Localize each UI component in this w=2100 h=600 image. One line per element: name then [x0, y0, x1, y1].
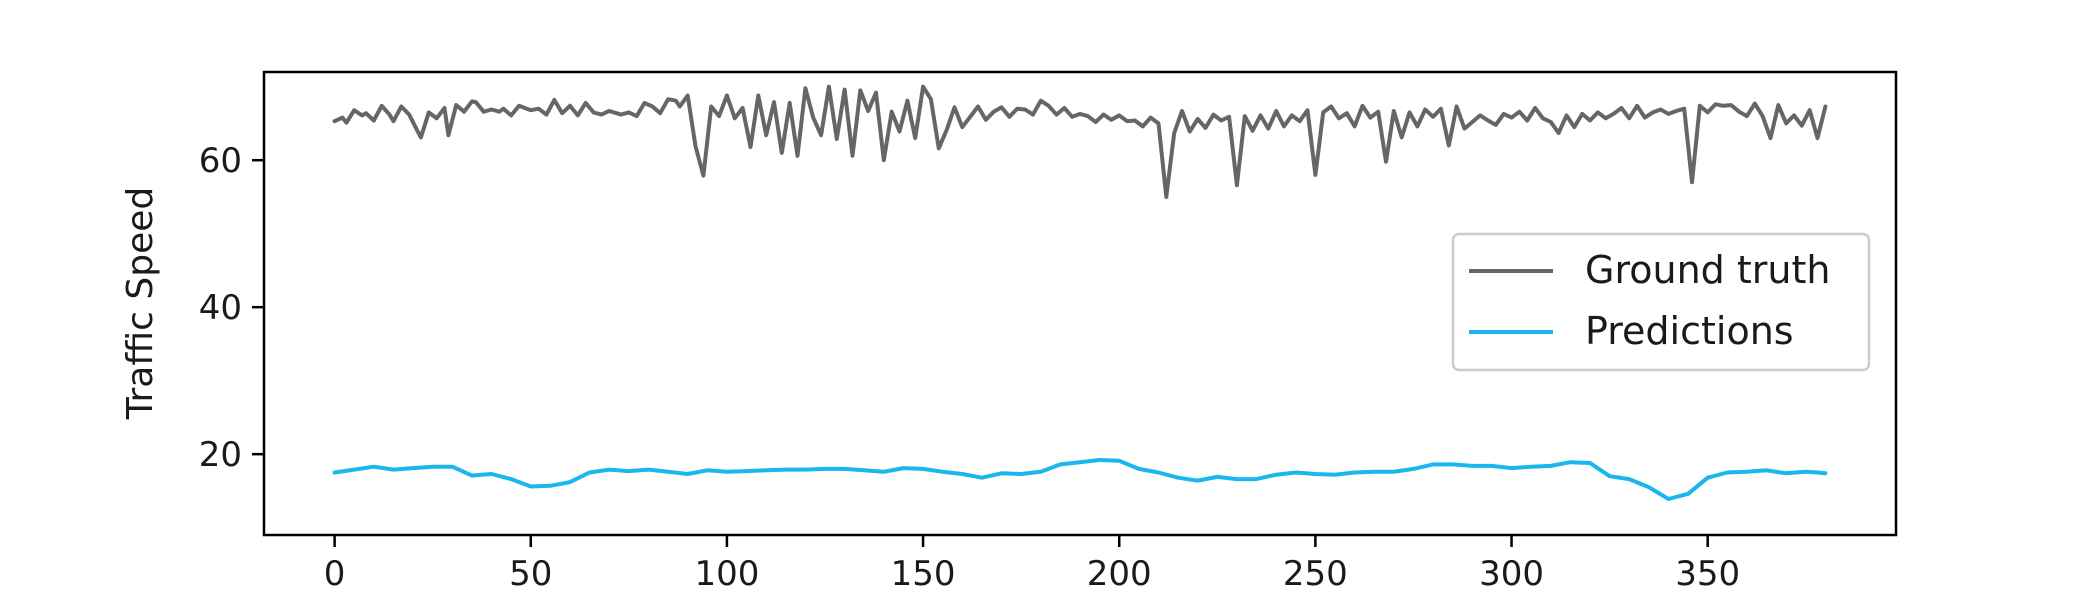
legend: Ground truth Predictions — [1451, 232, 1871, 372]
plot-frame — [262, 70, 1898, 537]
x-tick-label: 200 — [1087, 554, 1152, 594]
x-tick-label: 50 — [509, 554, 552, 594]
y-axis: 20 40 60 — [199, 141, 264, 475]
x-tick-label: 100 — [694, 554, 759, 594]
legend-box — [1451, 232, 1871, 372]
x-axis: 0 50 100 150 200 250 300 350 — [324, 535, 1740, 594]
x-tick-label: 300 — [1479, 554, 1544, 594]
series-layer — [332, 84, 1828, 501]
y-tick-label: 60 — [199, 141, 242, 181]
series-line-ground-truth — [332, 84, 1828, 199]
legend-label-predictions: Predictions — [1585, 309, 1794, 353]
x-tick-label: 0 — [324, 554, 346, 594]
x-tick-label: 150 — [891, 554, 956, 594]
series-line-predictions — [332, 458, 1828, 501]
y-axis-title: Traffic Speed — [120, 187, 161, 420]
legend-label-ground-truth: Ground truth — [1585, 248, 1830, 292]
x-tick-label: 250 — [1283, 554, 1348, 594]
y-tick-label: 20 — [199, 435, 242, 475]
x-tick-label: 350 — [1675, 554, 1740, 594]
y-tick-label: 40 — [199, 288, 242, 328]
